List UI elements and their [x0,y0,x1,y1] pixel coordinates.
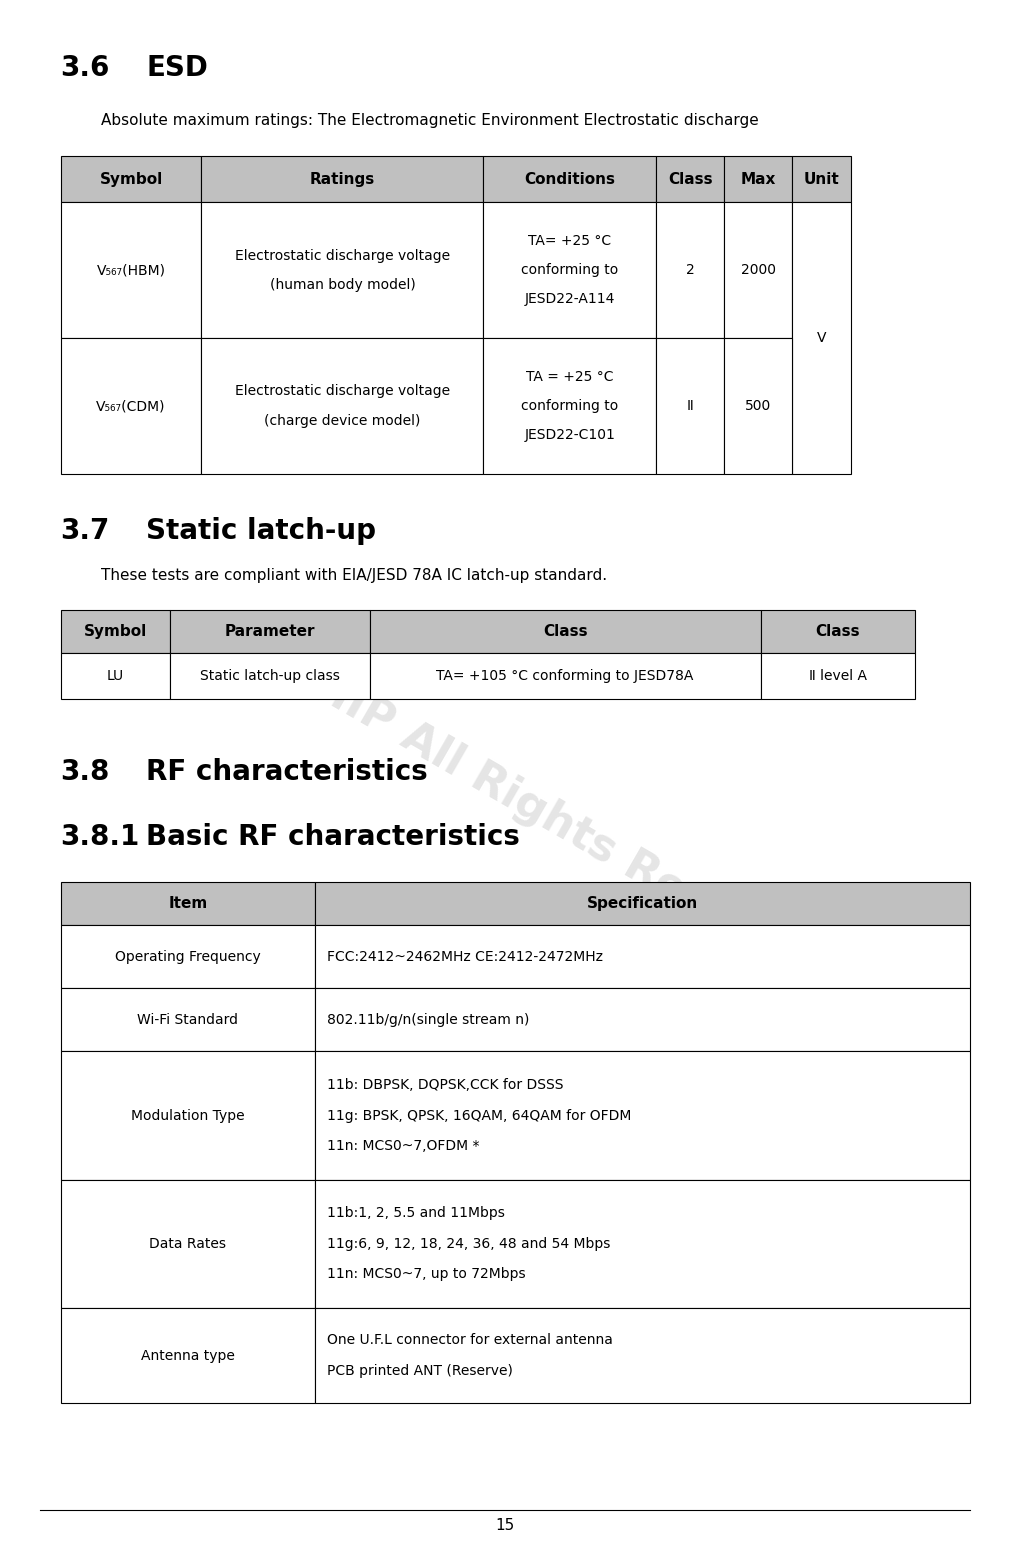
Text: FCC:2412~2462MHz CE:2412-2472MHz: FCC:2412~2462MHz CE:2412-2472MHz [327,950,603,963]
Text: 2000: 2000 [740,262,776,278]
Text: Data Rates: Data Rates [149,1237,226,1251]
FancyBboxPatch shape [61,202,201,338]
FancyBboxPatch shape [370,653,761,699]
Text: These tests are compliant with EIA/JESD 78A IC latch-up standard.: These tests are compliant with EIA/JESD … [101,568,607,584]
Text: ESD: ESD [146,54,208,82]
FancyBboxPatch shape [61,882,315,925]
Text: JESD22-A114: JESD22-A114 [524,292,615,306]
Text: (human body model): (human body model) [270,278,415,292]
FancyBboxPatch shape [61,1308,315,1403]
Text: Absolute maximum ratings: The Electromagnetic Environment Electrostatic discharg: Absolute maximum ratings: The Electromag… [101,113,759,128]
Text: V₅₆₇(CDM): V₅₆₇(CDM) [96,398,166,414]
Text: Class: Class [815,624,861,639]
Text: RF characteristics: RF characteristics [146,758,428,786]
Text: Wi-Fi Standard: Wi-Fi Standard [137,1013,238,1027]
FancyBboxPatch shape [315,925,970,988]
Text: Ratings: Ratings [310,171,375,187]
FancyBboxPatch shape [793,202,851,474]
Text: 11g: BPSK, QPSK, 16QAM, 64QAM for OFDM: 11g: BPSK, QPSK, 16QAM, 64QAM for OFDM [327,1109,631,1122]
FancyBboxPatch shape [656,202,724,338]
Text: Ⅱ level A: Ⅱ level A [809,669,867,684]
Text: Symbol: Symbol [84,624,146,639]
Text: Symbol: Symbol [99,171,163,187]
Text: TA= +105 °C conforming to JESD78A: TA= +105 °C conforming to JESD78A [436,669,694,684]
FancyBboxPatch shape [315,882,970,925]
Text: Static latch-up class: Static latch-up class [200,669,339,684]
Text: 11b:1, 2, 5.5 and 11Mbps: 11b:1, 2, 5.5 and 11Mbps [327,1206,505,1220]
FancyBboxPatch shape [61,653,170,699]
FancyBboxPatch shape [61,1051,315,1180]
FancyBboxPatch shape [315,1180,970,1308]
Text: LU: LU [107,669,123,684]
FancyBboxPatch shape [170,610,370,653]
Text: Class: Class [668,171,712,187]
Text: 3.7: 3.7 [61,517,110,545]
Text: Modulation Type: Modulation Type [131,1109,244,1122]
FancyBboxPatch shape [656,338,724,474]
Text: Electrostatic discharge voltage: Electrostatic discharge voltage [235,384,449,398]
FancyBboxPatch shape [724,338,793,474]
FancyBboxPatch shape [656,156,724,202]
Text: PCB printed ANT (Reserve): PCB printed ANT (Reserve) [327,1363,513,1379]
Text: 11b: DBPSK, DQPSK,CCK for DSSS: 11b: DBPSK, DQPSK,CCK for DSSS [327,1078,564,1092]
Text: Operating Frequency: Operating Frequency [115,950,261,963]
FancyBboxPatch shape [61,338,201,474]
Text: 11n: MCS0~7, up to 72Mbps: 11n: MCS0~7, up to 72Mbps [327,1268,526,1282]
FancyBboxPatch shape [370,610,761,653]
FancyBboxPatch shape [61,1180,315,1308]
Text: 2: 2 [686,262,695,278]
FancyBboxPatch shape [61,988,315,1051]
FancyBboxPatch shape [724,202,793,338]
Text: 3.8.1: 3.8.1 [61,823,139,851]
Text: 11n: MCS0~7,OFDM *: 11n: MCS0~7,OFDM * [327,1139,480,1153]
FancyBboxPatch shape [315,1051,970,1180]
Text: Antenna type: Antenna type [141,1348,234,1363]
Text: Static latch-up: Static latch-up [146,517,377,545]
Text: Item: Item [169,896,207,911]
Text: TA= +25 °C: TA= +25 °C [528,235,611,249]
Text: TA = +25 °C: TA = +25 °C [526,371,613,384]
Text: One U.F.L connector for external antenna: One U.F.L connector for external antenna [327,1332,613,1348]
FancyBboxPatch shape [793,156,851,202]
FancyBboxPatch shape [761,653,915,699]
Text: Electrostatic discharge voltage: Electrostatic discharge voltage [235,249,449,262]
FancyBboxPatch shape [170,653,370,699]
Text: Max: Max [740,171,776,187]
FancyBboxPatch shape [315,988,970,1051]
FancyBboxPatch shape [61,610,170,653]
FancyBboxPatch shape [201,156,483,202]
Text: Ⅱ: Ⅱ [687,398,694,414]
Text: conforming to: conforming to [521,262,618,278]
FancyBboxPatch shape [315,1308,970,1403]
Text: (charge device model): (charge device model) [265,414,420,428]
FancyBboxPatch shape [724,156,793,202]
FancyBboxPatch shape [201,338,483,474]
FancyBboxPatch shape [483,156,656,202]
Text: JESD22-C101: JESD22-C101 [524,428,615,442]
FancyBboxPatch shape [201,202,483,338]
FancyBboxPatch shape [483,338,656,474]
Text: 802.11b/g/n(single stream n): 802.11b/g/n(single stream n) [327,1013,529,1027]
FancyBboxPatch shape [61,156,201,202]
Text: Conditions: Conditions [524,171,615,187]
Text: Basic RF characteristics: Basic RF characteristics [146,823,520,851]
FancyBboxPatch shape [761,610,915,653]
FancyBboxPatch shape [61,925,315,988]
Text: MXCHIP All Rights Reserved: MXCHIP All Rights Reserved [210,608,840,997]
Text: V: V [817,330,826,346]
Text: 500: 500 [745,398,772,414]
Text: 11g:6, 9, 12, 18, 24, 36, 48 and 54 Mbps: 11g:6, 9, 12, 18, 24, 36, 48 and 54 Mbps [327,1237,611,1251]
Text: Class: Class [542,624,588,639]
Text: 3.6: 3.6 [61,54,110,82]
Text: conforming to: conforming to [521,398,618,414]
Text: 15: 15 [495,1518,515,1533]
Text: V₅₆₇(HBM): V₅₆₇(HBM) [97,262,166,278]
Text: Parameter: Parameter [224,624,315,639]
Text: Specification: Specification [587,896,698,911]
Text: 3.8: 3.8 [61,758,110,786]
Text: Unit: Unit [804,171,839,187]
FancyBboxPatch shape [483,202,656,338]
